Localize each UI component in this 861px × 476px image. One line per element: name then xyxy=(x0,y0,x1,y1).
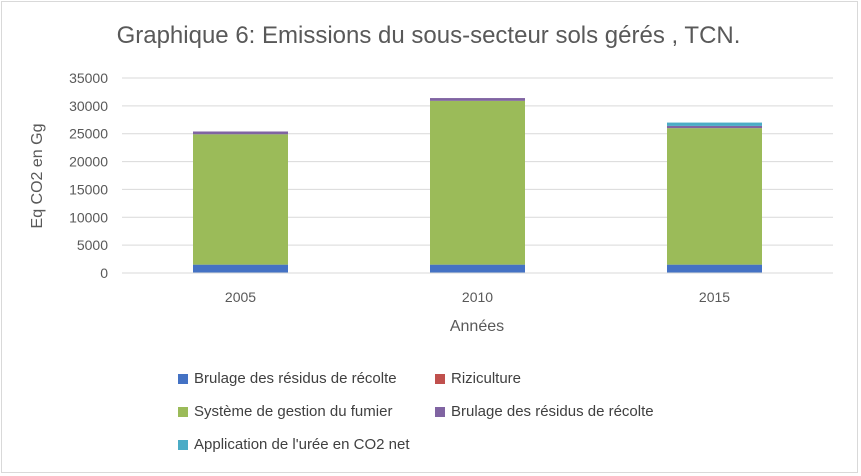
bar-segment xyxy=(193,134,288,265)
x-tick-label: 2005 xyxy=(225,289,256,305)
y-tick-label: 5000 xyxy=(77,237,108,253)
bar-segment xyxy=(430,100,525,265)
bar-segment xyxy=(667,125,762,129)
bar-segment xyxy=(667,128,762,265)
y-axis-title: Eq CO2 en Gg xyxy=(29,124,46,229)
bar-segment xyxy=(193,131,288,135)
y-tick-label: 20000 xyxy=(69,154,108,170)
bar-segment xyxy=(430,264,525,273)
x-tick-label: 2010 xyxy=(462,289,493,305)
bar-segment xyxy=(430,98,525,101)
y-tick-label: 10000 xyxy=(69,209,108,225)
x-tick-label: 2015 xyxy=(699,289,730,305)
x-axis-title: Années xyxy=(450,318,504,335)
y-tick-label: 30000 xyxy=(69,98,108,114)
bar-segment xyxy=(667,122,762,126)
chart-title: Graphique 6: Emissions du sous-secteur s… xyxy=(116,22,741,49)
y-tick-label: 35000 xyxy=(69,70,108,86)
y-tick-label: 0 xyxy=(100,265,108,281)
y-tick-label: 15000 xyxy=(69,181,108,197)
bar-segment xyxy=(193,264,288,273)
y-tick-label: 25000 xyxy=(69,126,108,142)
bar-segment xyxy=(667,264,762,273)
